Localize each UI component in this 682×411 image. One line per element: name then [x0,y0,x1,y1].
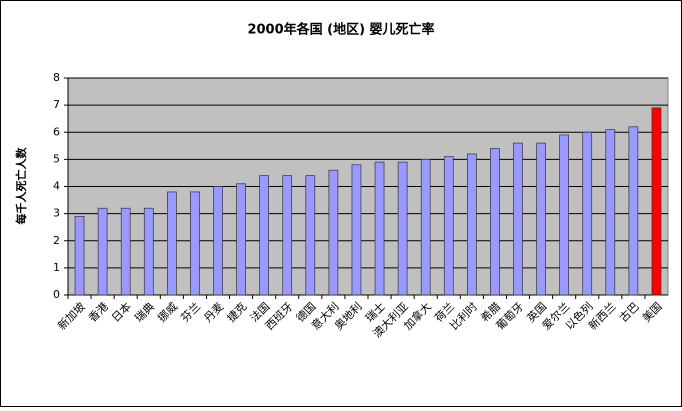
bar [582,131,593,296]
y-axis-label: 每千人死亡人数 [14,147,28,225]
y-tick-label: 6 [53,125,60,138]
y-tick-label: 4 [53,180,60,193]
bar [397,161,408,296]
bar [120,207,131,296]
bar [328,169,339,296]
y-tick-label: 0 [53,288,60,301]
bar [605,129,616,296]
y-tick-label: 5 [53,152,60,165]
y-tick-label: 1 [53,261,60,274]
bar [213,186,223,296]
y-tick-label: 3 [53,207,60,220]
bar [374,161,385,296]
bar [236,183,246,296]
bar [420,159,431,296]
bar [143,207,154,296]
y-tick-label: 7 [53,98,60,111]
bar [259,175,270,296]
bar [443,156,454,296]
y-tick-label: 8 [53,71,60,84]
bar [351,164,362,296]
bar [490,148,500,296]
bar [651,107,662,296]
bar [559,134,570,296]
bar [628,126,639,296]
bar [466,153,477,296]
bar [305,175,316,296]
bar [97,207,108,296]
bar [190,191,200,296]
chart-title: 2000年各国 (地区) 婴儿死亡率 [247,22,434,38]
bar [282,175,293,296]
bar [513,142,523,296]
bar [166,191,177,296]
bar [536,142,546,296]
bar [74,215,85,296]
y-tick-label: 2 [53,234,60,247]
